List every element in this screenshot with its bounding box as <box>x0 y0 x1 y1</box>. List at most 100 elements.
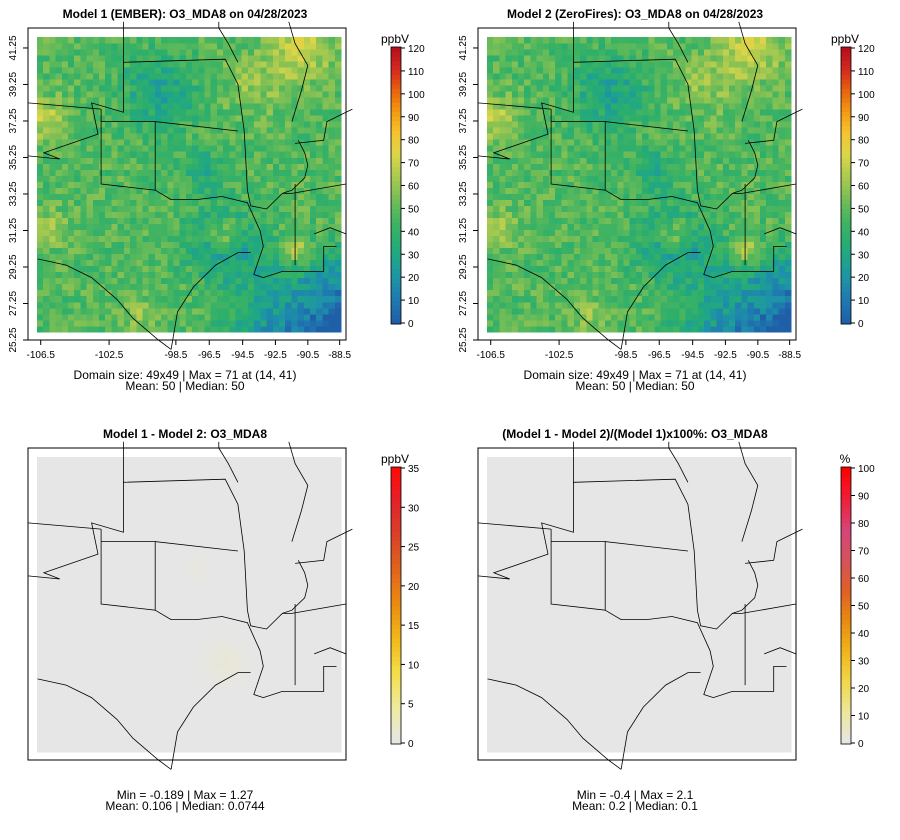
grid-cell <box>518 175 525 182</box>
grid-cell <box>536 325 544 333</box>
grid-cell <box>673 97 680 104</box>
grid-cell <box>235 175 243 182</box>
grid-cell <box>567 91 575 98</box>
colorbar-swatch <box>391 305 401 311</box>
grid-cell <box>266 37 274 44</box>
grid-cell <box>136 289 143 297</box>
grid-cell <box>272 241 280 249</box>
grid-cell <box>524 175 531 182</box>
grid-cell <box>272 313 280 321</box>
colorbar-swatch <box>391 194 401 200</box>
grid-cell <box>136 181 143 188</box>
grid-cell <box>573 277 581 285</box>
grid-cell <box>753 265 761 273</box>
grid-cell <box>123 85 131 92</box>
colorbar-swatch <box>391 70 401 76</box>
grid-cell <box>154 301 162 309</box>
grid-cell <box>111 181 118 188</box>
grid-cell <box>123 145 131 152</box>
grid-cell <box>43 85 50 92</box>
grid-cell <box>629 181 637 188</box>
grid-cell <box>691 91 699 98</box>
grid-cell <box>642 175 649 182</box>
grid-cell <box>499 97 506 104</box>
grid-cell <box>542 151 550 158</box>
grid-cell <box>148 283 156 291</box>
grid-cell <box>334 181 342 188</box>
grid-cell <box>580 283 587 291</box>
grid-cell <box>784 91 792 98</box>
grid-cell <box>210 115 218 122</box>
grid-cell <box>549 181 556 188</box>
grid-cell <box>216 97 224 104</box>
grid-cell <box>192 37 199 44</box>
grid-cell <box>741 73 748 80</box>
grid-cell <box>524 301 531 309</box>
grid-cell <box>86 121 94 128</box>
grid-cell <box>660 133 668 140</box>
grid-cell <box>285 145 292 152</box>
grid-cell <box>666 271 674 279</box>
grid-cell <box>291 49 298 56</box>
grid-cell <box>561 241 568 249</box>
grid-cell <box>716 157 724 164</box>
grid-cell <box>598 295 606 303</box>
grid-cell <box>309 115 317 122</box>
grid-cell <box>518 49 525 56</box>
grid-cell <box>598 115 606 122</box>
grid-cell <box>278 253 286 261</box>
grid-cell <box>586 283 593 291</box>
grid-cell <box>542 67 550 74</box>
grid-cell <box>322 319 329 327</box>
grid-cell <box>173 319 181 327</box>
grid-cell <box>530 73 537 80</box>
grid-cell <box>179 199 187 206</box>
grid-cell <box>55 319 63 327</box>
grid-cell <box>611 283 618 291</box>
grid-cell <box>309 223 317 230</box>
grid-cell <box>74 289 81 297</box>
grid-cell <box>784 235 792 243</box>
grid-cell <box>136 301 143 309</box>
grid-cell <box>43 223 50 230</box>
state-border-line <box>487 258 622 350</box>
grid-cell <box>629 91 637 98</box>
grid-cell <box>604 139 612 146</box>
grid-cell <box>55 139 63 146</box>
grid-cell <box>592 217 600 224</box>
grid-cell <box>573 259 581 267</box>
grid-cell <box>185 175 193 182</box>
state-border-line <box>668 27 689 63</box>
grid-cell <box>204 223 212 230</box>
grid-cell <box>111 175 118 182</box>
state-border-line <box>620 252 701 350</box>
grid-cell <box>759 193 767 200</box>
grid-cell <box>130 151 137 158</box>
grid-cell <box>611 205 618 212</box>
grid-cell <box>210 187 218 194</box>
grid-cell <box>617 127 624 134</box>
grid-cell <box>254 325 261 333</box>
grid-cell <box>542 259 550 267</box>
grid-cell <box>542 139 550 146</box>
grid-cell <box>297 193 305 200</box>
grid-cell <box>679 325 686 333</box>
grid-cell <box>549 325 556 333</box>
grid-cell <box>561 175 568 182</box>
grid-cell <box>499 223 506 230</box>
grid-cell <box>260 127 267 134</box>
grid-cell <box>154 241 162 249</box>
grid-cell <box>598 181 606 188</box>
grid-cell <box>524 85 531 92</box>
grid-cell <box>86 187 94 194</box>
grid-cell <box>136 37 143 44</box>
grid-cell <box>92 43 100 50</box>
grid-cell <box>285 289 292 297</box>
grid-cell <box>704 127 711 134</box>
grid-cell <box>666 91 674 98</box>
grid-cell <box>679 61 686 68</box>
grid-cell <box>247 277 255 285</box>
grid-cell <box>161 37 168 44</box>
grid-cell <box>604 277 612 285</box>
grid-cell <box>303 307 311 315</box>
